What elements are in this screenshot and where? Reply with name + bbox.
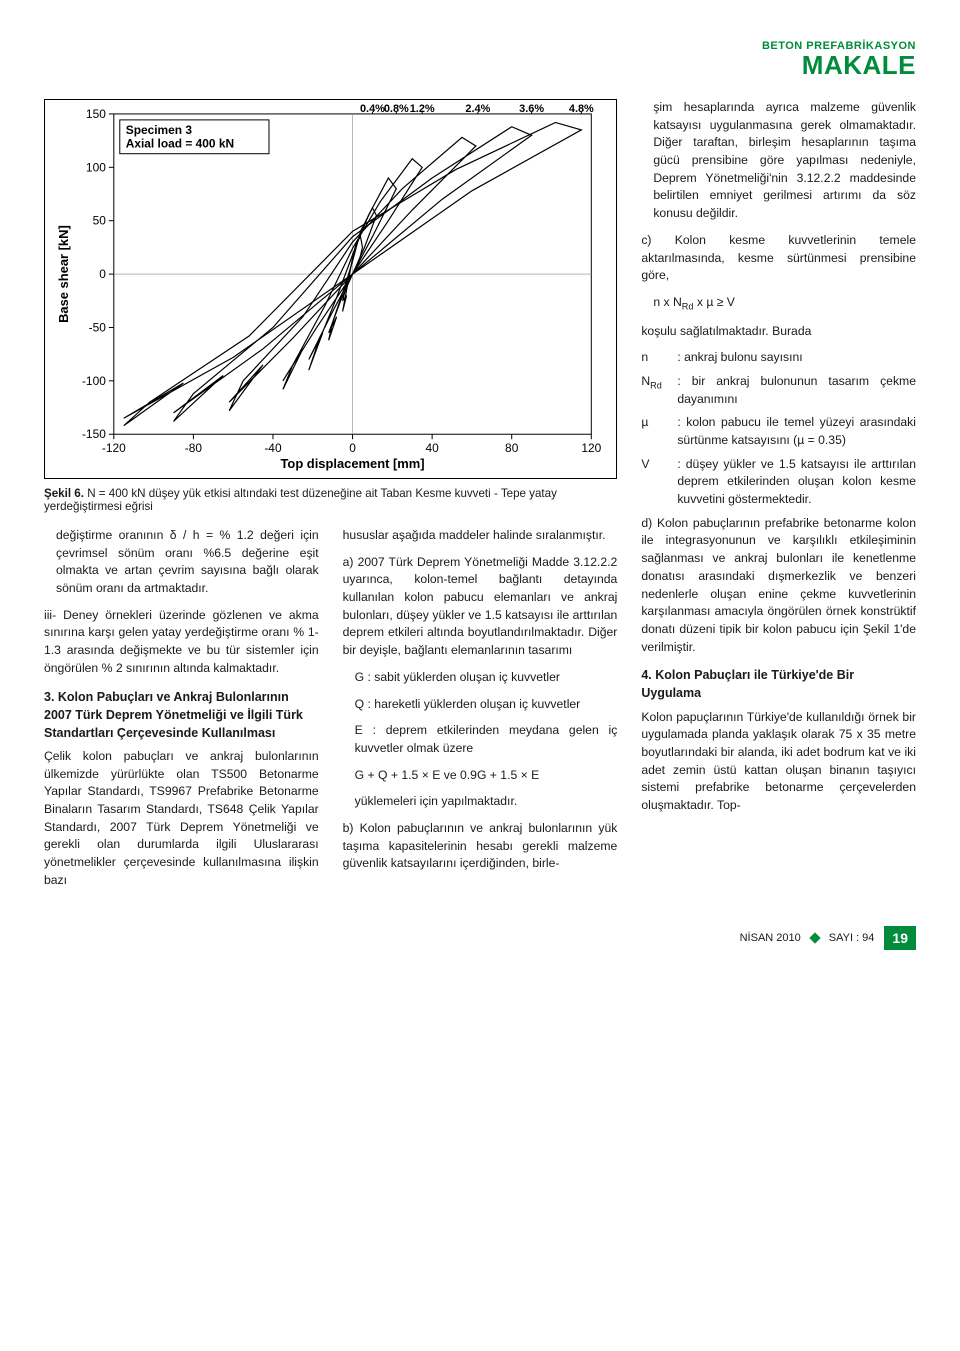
svg-text:120: 120 bbox=[581, 441, 601, 455]
def-V: V : düşey yükler ve 1.5 katsayısı ile ar… bbox=[641, 456, 916, 509]
svg-text:-150: -150 bbox=[82, 427, 106, 441]
left-span: -120 -80 -40 0 40 80 120 -150 -100 -50 0 50 100 150 0.… bbox=[44, 99, 617, 898]
svg-text:-40: -40 bbox=[264, 441, 282, 455]
svg-text:-100: -100 bbox=[82, 374, 106, 388]
def-n: n : ankraj bulonu sayısını bbox=[641, 349, 916, 367]
c2-p2: a) 2007 Türk Deprem Yönetmeliği Madde 3.… bbox=[343, 554, 618, 660]
def-N-sym-main: N bbox=[641, 374, 650, 388]
svg-text:50: 50 bbox=[93, 214, 107, 228]
svg-text:0.4%: 0.4% bbox=[360, 103, 385, 115]
footer-month: NİSAN 2010 bbox=[740, 932, 801, 944]
svg-text:40: 40 bbox=[425, 441, 439, 455]
caption-text: N = 400 kN düşey yük etkisi altındaki te… bbox=[44, 487, 557, 513]
c3-eq-sub: Rd bbox=[682, 301, 694, 311]
footer-page: 19 bbox=[884, 926, 916, 950]
c1-p3: Çelik kolon pabuçları ve ankraj bulonlar… bbox=[44, 748, 319, 890]
svg-text:Top displacement [mm]: Top displacement [mm] bbox=[281, 456, 425, 471]
col-3: şim hesaplarında ayrıca malzeme güvenlik… bbox=[641, 99, 916, 898]
c2-p3: yüklemeleri için yapılmaktadır. bbox=[343, 793, 618, 811]
def-V-sym: V bbox=[641, 456, 667, 509]
svg-text:0: 0 bbox=[99, 267, 106, 281]
c3-eq-b: x µ ≥ V bbox=[693, 295, 734, 309]
c2-l2: Q : hareketli yüklerden oluşan iç kuvvet… bbox=[343, 696, 618, 714]
footer-diamond-icon bbox=[809, 933, 820, 944]
c2-l1: G : sabit yüklerden oluşan iç kuvvetler bbox=[343, 669, 618, 687]
def-N-sym: NRd bbox=[641, 373, 667, 408]
c3-heading: 4. Kolon Pabuçları ile Türkiye'de Bir Uy… bbox=[641, 666, 916, 702]
def-N: NRd : bir ankraj bulonunun tasarım çekme… bbox=[641, 373, 916, 408]
svg-text:0: 0 bbox=[349, 441, 356, 455]
svg-text:150: 150 bbox=[86, 107, 106, 121]
footer-issue: SAYI : 94 bbox=[829, 932, 875, 944]
hysteresis-chart: -120 -80 -40 0 40 80 120 -150 -100 -50 0 50 100 150 0.… bbox=[45, 100, 616, 478]
c3-p4: d) Kolon pabuçlarının prefabrike betonar… bbox=[641, 515, 916, 657]
c3-p2: c) Kolon kesme kuvvetlerinin temele akta… bbox=[641, 232, 916, 285]
masthead: BETON PREFABRİKASYON MAKALE bbox=[44, 40, 916, 81]
svg-text:Specimen 3: Specimen 3 bbox=[126, 123, 193, 137]
c3-eq: n x NRd x µ ≥ V bbox=[641, 294, 916, 314]
svg-text:-120: -120 bbox=[102, 441, 126, 455]
c2-eq: G + Q + 1.5 × E ve 0.9G + 1.5 × E bbox=[343, 767, 618, 785]
def-mu-sym: µ bbox=[641, 414, 667, 449]
figure-6: -120 -80 -40 0 40 80 120 -150 -100 -50 0 50 100 150 0.… bbox=[44, 99, 617, 513]
caption-label: Şekil 6. bbox=[44, 487, 84, 500]
def-n-txt: : ankraj bulonu sayısını bbox=[677, 349, 916, 367]
def-V-txt: : düşey yükler ve 1.5 katsayısı ile artt… bbox=[677, 456, 916, 509]
svg-text:3.6%: 3.6% bbox=[519, 103, 544, 115]
col-1: değiştirme oranının δ / h = % 1.2 değeri… bbox=[44, 527, 319, 898]
figure-caption: Şekil 6. N = 400 kN düşey yük etkisi alt… bbox=[44, 487, 617, 513]
c1-p1: değiştirme oranının δ / h = % 1.2 değeri… bbox=[44, 527, 319, 598]
def-list: n : ankraj bulonu sayısını NRd : bir ank… bbox=[641, 349, 916, 509]
svg-text:Base shear [kN]: Base shear [kN] bbox=[56, 225, 71, 323]
svg-text:80: 80 bbox=[505, 441, 519, 455]
page-footer: NİSAN 2010 SAYI : 94 19 bbox=[44, 926, 916, 950]
svg-text:Axial load = 400 kN: Axial load = 400 kN bbox=[126, 137, 234, 151]
svg-text:4.8%: 4.8% bbox=[569, 103, 594, 115]
c3-eq-a: n x N bbox=[653, 295, 681, 309]
c1-heading: 3. Kolon Pabuçları ve Ankraj Bulonlarını… bbox=[44, 688, 319, 742]
c3-p3: koşulu sağlatılmaktadır. Burada bbox=[641, 323, 916, 341]
c2-p4: b) Kolon pabuçlarının ve ankraj bulonlar… bbox=[343, 820, 618, 873]
figure-frame: -120 -80 -40 0 40 80 120 -150 -100 -50 0 50 100 150 0.… bbox=[44, 99, 617, 479]
svg-text:2.4%: 2.4% bbox=[465, 103, 490, 115]
c2-l3: E : deprem etkilerinden meydana gelen iç… bbox=[343, 722, 618, 757]
svg-text:100: 100 bbox=[86, 160, 106, 174]
c3-p5: Kolon papuçlarının Türkiye'de kullanıldı… bbox=[641, 709, 916, 815]
svg-text:1.2%: 1.2% bbox=[410, 103, 435, 115]
def-mu-txt: : kolon pabucu ile temel yüzeyi arasında… bbox=[677, 414, 916, 449]
def-n-sym: n bbox=[641, 349, 667, 367]
svg-text:0.8%: 0.8% bbox=[384, 103, 409, 115]
masthead-line2: MAKALE bbox=[44, 50, 916, 81]
c2-p1: hususlar aşağıda maddeler halinde sırala… bbox=[343, 527, 618, 545]
def-N-txt: : bir ankraj bulonunun tasarım çekme day… bbox=[677, 373, 916, 408]
c1-p2: iii- Deney örnekleri üzerinde gözlenen v… bbox=[44, 607, 319, 678]
content-columns: -120 -80 -40 0 40 80 120 -150 -100 -50 0 50 100 150 0.… bbox=[44, 99, 916, 898]
c3-p1: şim hesaplarında ayrıca malzeme güvenlik… bbox=[641, 99, 916, 223]
def-N-sym-sub: Rd bbox=[650, 380, 662, 390]
def-mu: µ : kolon pabucu ile temel yüzeyi arasın… bbox=[641, 414, 916, 449]
svg-text:-80: -80 bbox=[185, 441, 203, 455]
inner-two-cols: değiştirme oranının δ / h = % 1.2 değeri… bbox=[44, 527, 617, 898]
col-2: hususlar aşağıda maddeler halinde sırala… bbox=[343, 527, 618, 898]
svg-text:-50: -50 bbox=[89, 320, 107, 334]
